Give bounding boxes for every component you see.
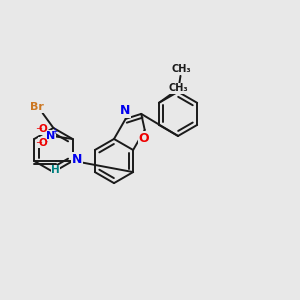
Text: +: + xyxy=(51,128,57,136)
Text: H: H xyxy=(51,165,60,175)
Text: O: O xyxy=(38,138,47,148)
Text: Br: Br xyxy=(30,102,44,112)
Text: CH₃: CH₃ xyxy=(169,83,188,93)
Text: O: O xyxy=(38,124,47,134)
Text: O: O xyxy=(139,132,149,145)
Text: −: − xyxy=(35,124,42,133)
Text: −: − xyxy=(35,138,42,147)
Text: N: N xyxy=(72,153,83,166)
Text: N: N xyxy=(120,104,130,117)
Text: N: N xyxy=(46,131,55,141)
Text: CH₃: CH₃ xyxy=(171,64,191,74)
